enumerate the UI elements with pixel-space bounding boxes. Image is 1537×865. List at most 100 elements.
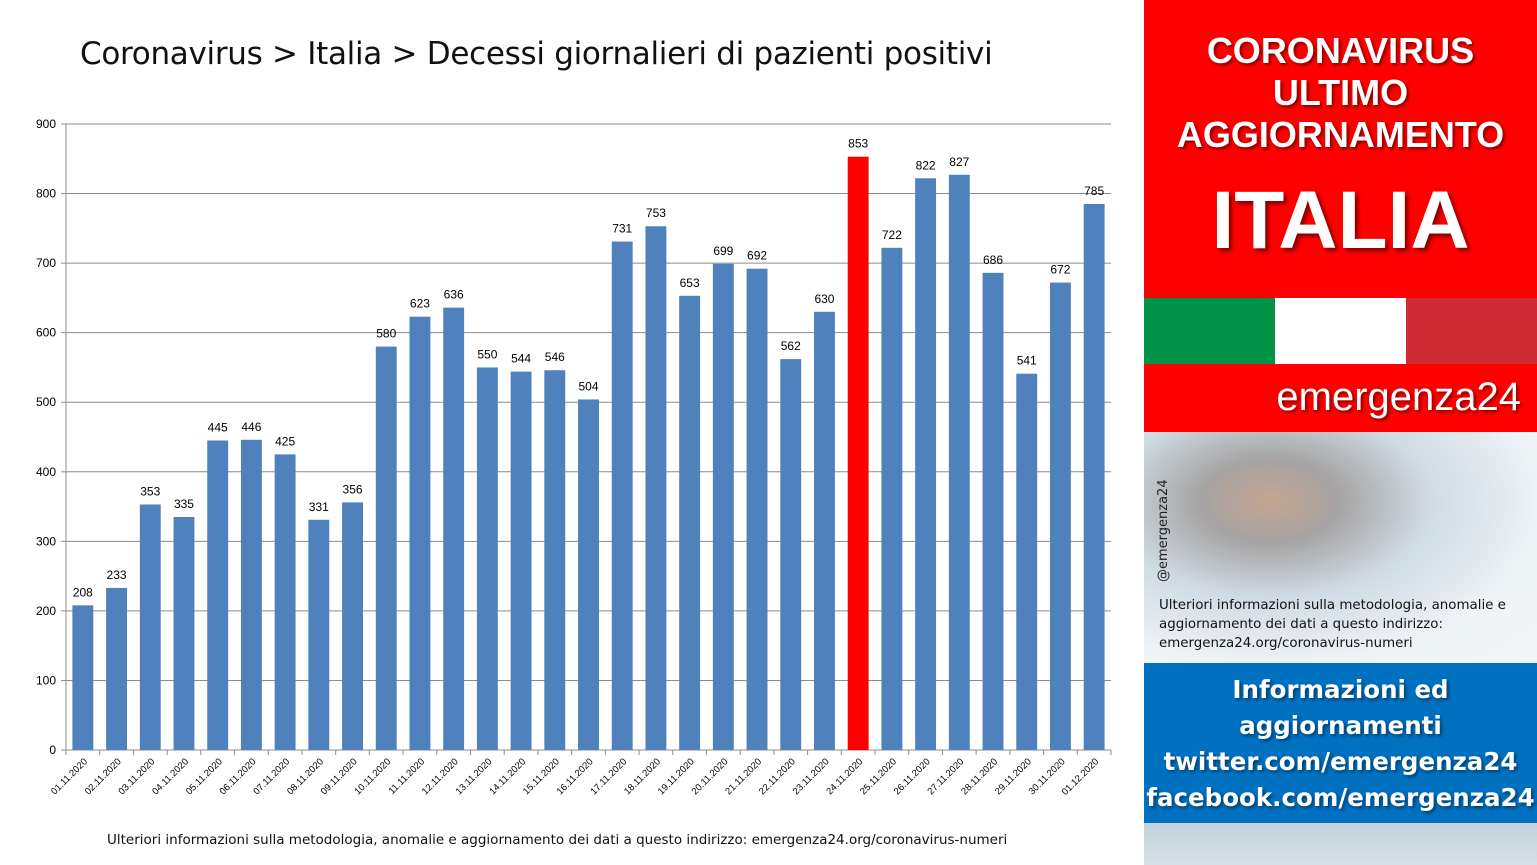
bar-value-label: 686 (983, 253, 1003, 267)
y-tick-label: 200 (36, 604, 56, 618)
side-note: Ulteriori informazioni sulla metodologia… (1159, 598, 1506, 651)
side-panel: CORONAVIRUS ULTIMO AGGIORNAMENTO ITALIA … (1144, 0, 1537, 865)
headline-line: ULTIMO (1272, 72, 1409, 113)
bar-value-label: 699 (713, 244, 733, 258)
bottom-strip (1144, 823, 1537, 865)
bar (409, 316, 431, 750)
bar-value-label: 445 (208, 420, 228, 434)
y-tick-label: 300 (36, 534, 56, 548)
social-handle: @emergenza24 (1156, 479, 1171, 582)
bar (982, 272, 1004, 750)
headline-line: CORONAVIRUS (1206, 30, 1475, 71)
bar (915, 178, 937, 751)
bar (139, 504, 161, 750)
italian-flag (1144, 298, 1537, 364)
y-tick-label: 500 (36, 395, 56, 409)
y-tick-label: 600 (36, 326, 56, 340)
info-line: aggiornamenti (1239, 711, 1442, 740)
bar-chart: 208 233 353 335 445 446 425 331 356 580 623 636 550 5… (36, 117, 1112, 798)
bar (881, 247, 903, 750)
y-tick-label: 400 (36, 465, 56, 479)
bar-value-label: 233 (107, 568, 127, 582)
bar-value-label: 672 (1050, 263, 1070, 277)
chart-footnote: Ulteriori informazioni sulla metodologia… (107, 832, 1008, 848)
bar-value-label: 504 (578, 379, 598, 393)
bar (544, 370, 566, 750)
bars (72, 156, 1105, 751)
data-labels: 208 233 353 335 445 446 425 331 356 580 623 636 550 5… (73, 137, 1105, 600)
bar-value-label: 827 (949, 155, 969, 169)
info-line: Informazioni ed (1232, 675, 1449, 704)
bar (443, 307, 465, 750)
bar-value-label: 335 (174, 497, 194, 511)
y-tick-label: 100 (36, 673, 56, 687)
bar-value-label: 853 (848, 137, 868, 151)
x-tick-label: 01.12.2020 (1060, 756, 1101, 797)
flag-red-stripe (1406, 298, 1537, 364)
bar (375, 346, 397, 750)
bar (72, 605, 94, 750)
bar (746, 268, 768, 750)
bar-value-label: 550 (477, 347, 497, 361)
twitter-link[interactable]: twitter.com/emergenza24 (1163, 747, 1518, 776)
facebook-link[interactable]: facebook.com/emergenza24 (1146, 783, 1535, 812)
bar-value-label: 623 (410, 297, 430, 311)
bar-value-label: 630 (814, 292, 834, 306)
flag-white-stripe (1275, 298, 1406, 364)
bar (780, 359, 802, 750)
bar-value-label: 580 (376, 327, 396, 341)
bar-value-label: 753 (646, 206, 666, 220)
bar-highlight (847, 156, 869, 751)
bar-value-label: 692 (747, 249, 767, 263)
bar-value-label: 636 (444, 288, 464, 302)
x-tick-labels: 01.11.202002.11.202003.11.202004.11.2020… (49, 756, 1101, 797)
y-tick-label: 0 (49, 743, 56, 757)
bar-value-label: 446 (241, 420, 261, 434)
bar-value-label: 653 (680, 276, 700, 290)
bar (106, 587, 128, 750)
bar (308, 519, 330, 750)
bar-value-label: 546 (545, 350, 565, 364)
bar-value-label: 562 (781, 339, 801, 353)
bar-value-label: 722 (882, 228, 902, 242)
info-box: Informazioni ed aggiornamenti twitter.co… (1144, 663, 1537, 823)
bar (1083, 203, 1105, 750)
bar (578, 399, 599, 750)
background-photo (1144, 432, 1537, 663)
bar-value-label: 544 (511, 352, 531, 366)
bar (1049, 282, 1071, 750)
headline-box: CORONAVIRUS ULTIMO AGGIORNAMENTO ITALIA (1144, 0, 1537, 298)
headline: CORONAVIRUS ULTIMO AGGIORNAMENTO (1144, 30, 1537, 156)
bar-value-label: 822 (916, 158, 936, 172)
bar-value-label: 208 (73, 585, 93, 599)
bar (173, 516, 195, 750)
bar-value-label: 425 (275, 434, 295, 448)
bar (679, 295, 701, 750)
x-tick-label: 10.11.2020 (352, 756, 393, 797)
bar (814, 311, 835, 750)
y-tick-labels: 0 100 200 300 400 500 600 700 800 900 (36, 117, 56, 757)
y-tick-label: 700 (36, 256, 56, 270)
bar (611, 241, 633, 750)
bar (274, 454, 296, 750)
bar (342, 502, 363, 750)
bar-value-label: 785 (1084, 184, 1104, 198)
bar-value-label: 356 (343, 482, 363, 496)
bar (712, 263, 734, 750)
bar-value-label: 731 (612, 222, 632, 236)
bar (948, 174, 970, 750)
country-name: ITALIA (1211, 175, 1470, 266)
y-tick-label: 800 (36, 187, 56, 201)
brand-name: emergenza24 (1276, 375, 1521, 419)
bar (240, 439, 262, 750)
chart-title: Coronavirus > Italia > Decessi giornalie… (80, 36, 993, 72)
bar (1016, 373, 1038, 750)
bar (510, 371, 532, 750)
bar (476, 367, 498, 750)
headline-line: AGGIORNAMENTO (1176, 114, 1505, 155)
bar-value-label: 353 (140, 484, 160, 498)
bar-value-label: 331 (309, 500, 329, 514)
brand-bar: emergenza24 (1144, 364, 1537, 432)
y-tick-label: 900 (36, 117, 56, 131)
bar (207, 440, 229, 750)
